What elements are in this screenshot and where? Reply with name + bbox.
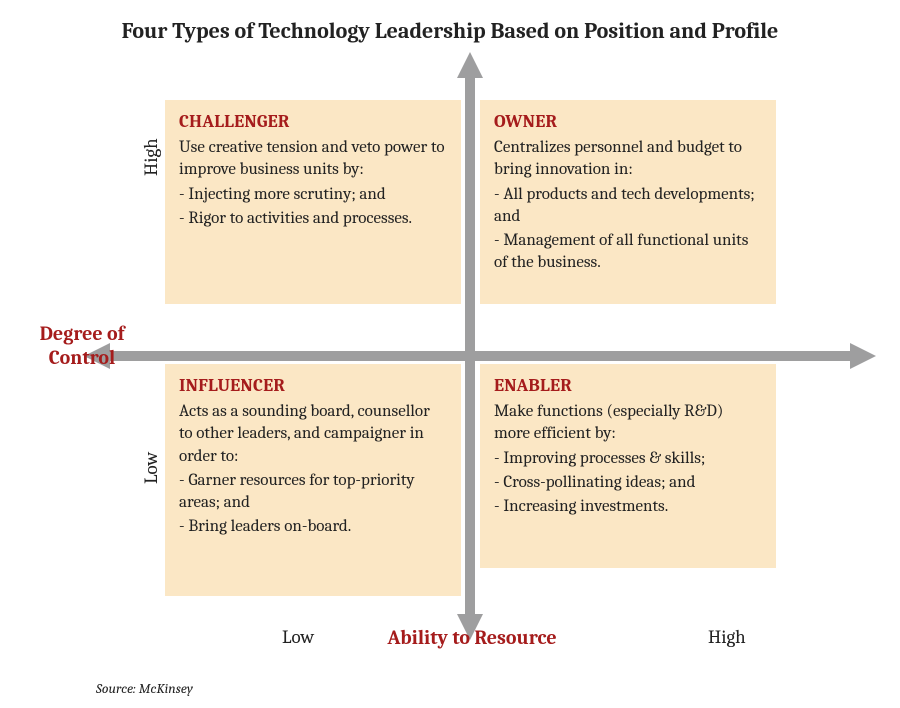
- quadrant-heading: INFLUENCER: [179, 374, 447, 397]
- quadrant-diagram: Four Types of Technology Leadership Base…: [0, 0, 900, 708]
- x-axis-line: [110, 351, 850, 361]
- quadrant-bullet: - Garner resources for top-priority area…: [179, 470, 447, 514]
- quadrant-heading: CHALLENGER: [179, 110, 447, 133]
- quadrant-lead: Use creative tension and veto power to i…: [179, 137, 447, 181]
- source-credit: Source: McKinsey: [96, 680, 193, 697]
- arrow-right-icon: [850, 343, 876, 369]
- quadrant-bullet: - Increasing investments.: [494, 496, 762, 518]
- quadrant-bullet: - Improving processes & skills;: [494, 448, 762, 470]
- quadrant-lead: Centralizes personnel and budget to brin…: [494, 137, 762, 181]
- quadrant-influencer: INFLUENCER Acts as a sounding board, cou…: [165, 364, 461, 596]
- quadrant-lead: Make functions (especially R&D) more eff…: [494, 401, 762, 445]
- y-axis-title: Degree of Control: [22, 322, 142, 370]
- quadrant-enabler: ENABLER Make functions (especially R&D) …: [480, 364, 776, 568]
- x-axis-title: Ability to Resource: [382, 626, 562, 650]
- quadrant-bullet: - Bring leaders on-board.: [179, 516, 447, 538]
- quadrant-challenger: CHALLENGER Use creative tension and veto…: [165, 100, 461, 304]
- quadrant-bullet: - Cross-pollinating ideas; and: [494, 472, 762, 494]
- page-title: Four Types of Technology Leadership Base…: [0, 18, 900, 46]
- arrow-up-icon: [457, 52, 483, 78]
- quadrant-heading: OWNER: [494, 110, 762, 133]
- quadrant-bullet: - Injecting more scrutiny; and: [179, 184, 447, 206]
- y-axis-line: [465, 78, 475, 614]
- quadrant-lead: Acts as a sounding board, counsellor to …: [179, 401, 447, 467]
- quadrant-bullet: - Rigor to activities and processes.: [179, 208, 447, 230]
- x-axis-low-label: Low: [282, 626, 314, 648]
- y-axis-low-label: Low: [140, 452, 162, 484]
- quadrant-heading: ENABLER: [494, 374, 762, 397]
- x-axis-high-label: High: [708, 626, 746, 648]
- quadrant-owner: OWNER Centralizes personnel and budget t…: [480, 100, 776, 304]
- quadrant-bullet: - All products and tech developments; an…: [494, 184, 762, 228]
- y-axis-high-label: High: [140, 138, 162, 176]
- quadrant-bullet: - Management of all functional units of …: [494, 230, 762, 274]
